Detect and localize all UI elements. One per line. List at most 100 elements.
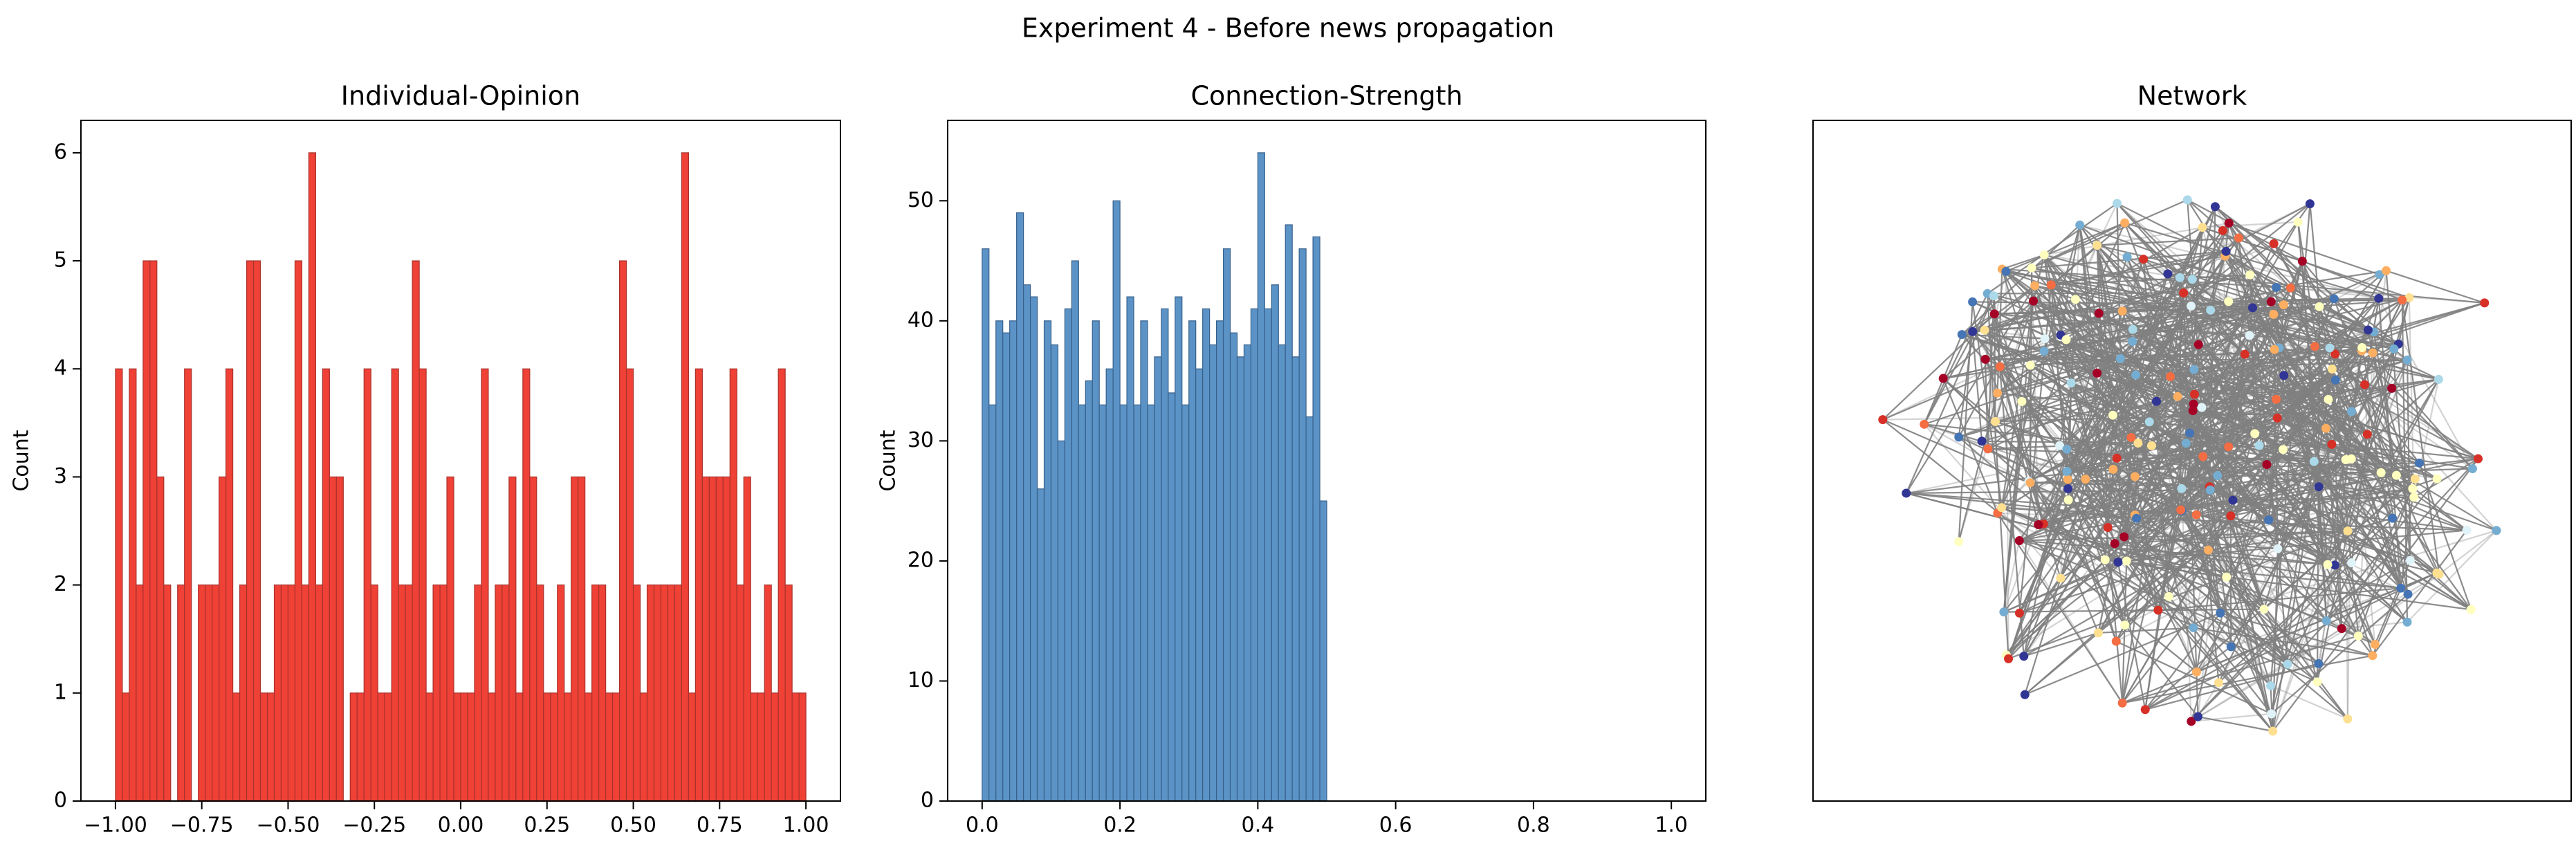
network-edge (2408, 297, 2415, 497)
bar (129, 368, 137, 802)
chart-title: Network (2137, 81, 2247, 111)
network-edge (2019, 478, 2438, 614)
network-edge (2373, 331, 2398, 476)
network-edge (2126, 256, 2234, 501)
network-edge (2068, 444, 2260, 501)
bar (1209, 344, 1217, 802)
y-tick-label: 20 (908, 548, 934, 572)
network-node (2374, 293, 2384, 303)
network-node (2218, 226, 2227, 235)
network-edge (1971, 331, 1983, 441)
network-node (2408, 484, 2418, 493)
network-node (2115, 353, 2125, 363)
network-edge (2270, 594, 2409, 715)
chart-title: Individual-Opinion (341, 81, 580, 111)
network-node (2213, 471, 2223, 481)
network-edge (2290, 287, 2485, 304)
network-edge (2115, 542, 2402, 589)
bar (1071, 260, 1079, 802)
network-node (1938, 374, 1948, 383)
network-node (2092, 241, 2102, 250)
network-node (2216, 608, 2225, 618)
bar (1043, 320, 1052, 802)
network-node (2234, 233, 2243, 243)
network-edge (2001, 506, 2327, 622)
network-edge (2059, 479, 2086, 579)
network-edge (1882, 419, 2069, 501)
network-node (2122, 556, 2131, 566)
network-edge (2122, 635, 2359, 704)
bar (550, 692, 558, 802)
bar (598, 585, 607, 802)
y-tick-label: 4 (54, 356, 67, 380)
network-node (2293, 217, 2303, 227)
network-node (1954, 537, 1964, 546)
bar (266, 692, 275, 802)
network-edge (2126, 488, 2413, 562)
network-node (2019, 652, 2029, 661)
bar (557, 585, 565, 802)
network-edge (2287, 349, 2395, 665)
network-node (2120, 218, 2130, 228)
network-edge (2079, 224, 2375, 333)
network-node (2119, 532, 2129, 542)
bar (1002, 332, 1011, 802)
network-edge (2319, 306, 2399, 345)
bar (1126, 296, 1134, 802)
bar (1188, 320, 1197, 802)
bar (667, 585, 676, 802)
network-node (2309, 457, 2319, 466)
network-edge (1999, 366, 2319, 665)
bar (391, 368, 399, 802)
network-edge (2225, 255, 2291, 289)
bar (1285, 224, 1293, 802)
network-node (2122, 252, 2132, 261)
network-edge (2309, 203, 2321, 307)
network-edge (2079, 224, 2202, 408)
bar (618, 260, 627, 802)
network-edge (2070, 340, 2133, 384)
network-node (2198, 223, 2207, 232)
network-node (2323, 560, 2333, 569)
bar (1229, 332, 1238, 802)
network-edge (2228, 222, 2380, 275)
bar (212, 585, 220, 802)
network-node (2330, 560, 2339, 570)
network-edge (2074, 226, 2203, 300)
network-node (2402, 617, 2412, 627)
network-edge (2267, 375, 2285, 520)
network-node (2126, 432, 2136, 442)
bar (1175, 296, 1183, 802)
bar (488, 692, 496, 802)
network-edge (2193, 369, 2256, 434)
x-tick-label: −0.50 (256, 813, 320, 838)
network-node (2205, 485, 2215, 495)
network-edge (2267, 304, 2285, 520)
network-edge (2135, 374, 2221, 614)
bar (757, 692, 765, 802)
network-edge (2391, 359, 2409, 389)
network-edge (2021, 203, 2118, 402)
network-edge (2050, 284, 2070, 500)
network-edge (2377, 297, 2474, 470)
network-node (2404, 293, 2414, 302)
bar (412, 260, 420, 802)
bar (1181, 404, 1190, 802)
network-edge (2282, 449, 2329, 565)
bar (177, 585, 185, 802)
network-edge (2276, 434, 2368, 549)
network-edge (2177, 396, 2328, 622)
network-node (2297, 257, 2307, 266)
network-edge (2270, 459, 2347, 715)
network-node (2112, 453, 2122, 463)
network-edge (1993, 295, 2025, 656)
network-edge (1996, 268, 2003, 394)
bar (653, 585, 662, 802)
network-edge (2117, 203, 2368, 331)
network-edge (1958, 436, 2159, 611)
network-edge (2085, 307, 2254, 480)
bar (356, 692, 365, 802)
network-node (2272, 394, 2281, 404)
network-edge (2018, 540, 2319, 665)
network-edge (1981, 440, 2119, 563)
